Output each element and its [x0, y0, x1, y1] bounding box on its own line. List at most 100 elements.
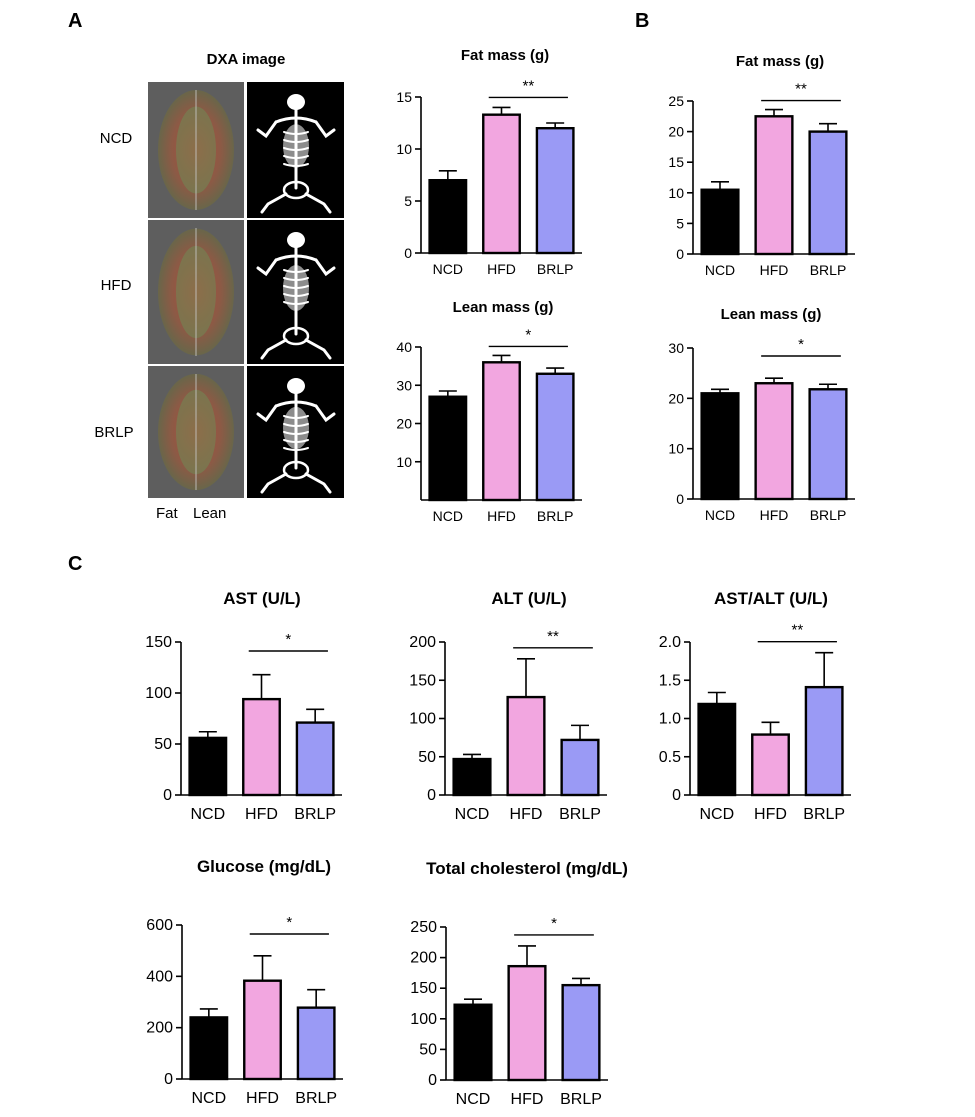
dxa-row-label-ncd: NCD — [100, 130, 133, 147]
bar-hfd — [754, 382, 794, 501]
bar-hfd — [482, 113, 521, 255]
bar-hfd — [243, 979, 282, 1081]
bar-brlp — [804, 685, 844, 797]
y-tick-label: 400 — [146, 968, 173, 985]
x-tick-label-hfd: HFD — [760, 507, 789, 523]
x-tick-label-hfd: HFD — [760, 262, 789, 278]
y-tick-label: 20 — [668, 124, 684, 140]
chart-title: Fat mass (g) — [461, 47, 549, 64]
y-tick-label: 10 — [396, 454, 412, 470]
x-tick-label-hfd: HFD — [487, 261, 516, 277]
x-tick-label-brlp: BRLP — [294, 806, 336, 823]
y-tick-label: 100 — [409, 711, 436, 728]
bar-hfd — [751, 733, 790, 797]
bar-hfd — [506, 695, 546, 797]
x-tick-label-brlp: BRLP — [803, 806, 845, 823]
skeleton-outline — [256, 378, 336, 494]
bar-ncd — [189, 1016, 229, 1081]
panel-label-c: C — [68, 553, 82, 575]
y-tick-label: 10 — [668, 441, 684, 457]
y-tick-label: 0 — [672, 787, 681, 804]
y-tick-label: 0 — [676, 491, 684, 507]
y-tick-label: 50 — [154, 736, 172, 753]
significance-label: * — [525, 326, 531, 343]
y-tick-label: 40 — [396, 339, 412, 355]
dxa-panel: DXA image NCD HFD BRLP Fat Lean — [94, 51, 344, 522]
x-tick-label-hfd: HFD — [487, 508, 516, 524]
chart-title: AST (U/L) — [223, 589, 300, 608]
chart-title: ALT (U/L) — [491, 589, 566, 608]
bar-ncd — [700, 188, 740, 256]
y-tick-label: 15 — [668, 154, 684, 170]
x-tick-label-ncd: NCD — [190, 806, 225, 823]
chart-title: Lean mass (g) — [453, 299, 554, 316]
y-tick-label: 100 — [410, 1011, 437, 1028]
bar-ncd — [452, 757, 492, 797]
dxa-row-label-hfd: HFD — [101, 277, 132, 294]
chart-A-lean: Lean mass (g) 10 20 30 40 NCD HFD BRLP * — [396, 299, 582, 524]
bar-brlp — [560, 738, 600, 797]
significance-label: ** — [522, 77, 534, 94]
y-tick-label: 0 — [164, 1071, 173, 1088]
y-tick-label: 15 — [396, 89, 412, 105]
y-tick-label: 0 — [404, 245, 412, 261]
bar-ncd — [700, 392, 740, 501]
y-tick-label: 10 — [668, 185, 684, 201]
bar-hfd — [507, 964, 547, 1082]
bar-hfd — [242, 697, 281, 797]
y-tick-label: 0 — [428, 1072, 437, 1089]
dxa-image-grid — [148, 82, 344, 498]
bar-brlp — [535, 126, 575, 255]
y-tick-label: 600 — [146, 917, 173, 934]
x-tick-label-ncd: NCD — [191, 1090, 226, 1107]
bar-ncd — [697, 702, 737, 797]
chart-C-glucose: Glucose (mg/dL) 0 200 400 600 NCD HFD BRLP * — [146, 857, 343, 1107]
y-tick-label: 200 — [410, 950, 437, 967]
x-tick-label-hfd: HFD — [246, 1090, 279, 1107]
y-tick-label: 50 — [419, 1041, 437, 1058]
chart-A-fat: Fat mass (g) 0 5 10 15 NCD HFD BRLP ** — [396, 47, 582, 277]
x-tick-label-hfd: HFD — [510, 806, 543, 823]
x-tick-label-brlp: BRLP — [537, 261, 574, 277]
bar-brlp — [561, 983, 601, 1082]
bar-hfd — [482, 361, 521, 502]
significance-label: * — [551, 915, 557, 932]
significance-label: ** — [791, 622, 803, 639]
y-tick-label: 150 — [145, 634, 172, 651]
bar-ncd — [453, 1003, 493, 1082]
y-tick-label: 10 — [396, 141, 412, 157]
y-tick-label: 30 — [668, 340, 684, 356]
bar-brlp — [535, 372, 575, 502]
dxa-title: DXA image — [207, 51, 286, 68]
x-tick-label-ncd: NCD — [455, 806, 490, 823]
panel-label-b: B — [635, 10, 649, 32]
x-tick-label-brlp: BRLP — [295, 1090, 337, 1107]
x-tick-label-brlp: BRLP — [810, 507, 847, 523]
y-tick-label: 150 — [409, 672, 436, 689]
y-tick-label: 150 — [410, 980, 437, 997]
x-tick-label-brlp: BRLP — [559, 806, 601, 823]
skeleton-outline — [256, 232, 336, 360]
y-tick-label: 2.0 — [659, 634, 681, 651]
y-tick-label: 5 — [404, 193, 412, 209]
chart-C-ratio: AST/ALT (U/L) 0 0.5 1.0 1.5 2.0 NCD HFD BRLP ** — [659, 589, 851, 823]
y-tick-label: 5 — [676, 215, 684, 231]
y-tick-label: 250 — [410, 919, 437, 936]
y-tick-label: 0 — [163, 787, 172, 804]
significance-label: * — [798, 336, 804, 353]
legend-fat: Fat — [156, 505, 179, 522]
y-tick-label: 100 — [145, 685, 172, 702]
x-tick-label-brlp: BRLP — [537, 508, 574, 524]
chart-title: Total cholesterol (mg/dL) — [426, 859, 628, 878]
y-tick-label: 0 — [427, 787, 436, 804]
x-tick-label-hfd: HFD — [511, 1091, 544, 1108]
x-tick-label-ncd: NCD — [705, 262, 735, 278]
legend-lean: Lean — [193, 505, 226, 522]
x-tick-label-hfd: HFD — [245, 806, 278, 823]
chart-B-lean: Lean mass (g) 0 10 20 30 NCD HFD BRLP * — [668, 306, 855, 523]
chart-title: Glucose (mg/dL) — [197, 857, 331, 876]
significance-label: ** — [547, 628, 559, 645]
chart-title: Lean mass (g) — [721, 306, 822, 323]
dxa-row-label-brlp: BRLP — [94, 424, 133, 441]
